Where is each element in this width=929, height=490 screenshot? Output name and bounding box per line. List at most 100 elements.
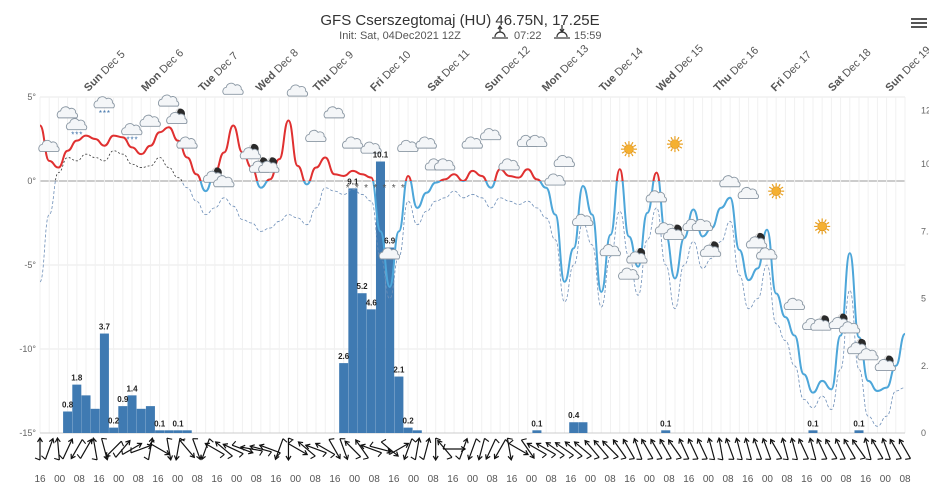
wind-shaft — [508, 442, 529, 456]
cloud-shape — [360, 141, 382, 154]
snow-cloud-icon: * * * — [121, 123, 143, 145]
wind-arrow-icon — [863, 437, 872, 461]
sun-ray — [632, 151, 637, 154]
y-tick-right: 0 — [921, 428, 926, 438]
wind-arrow-icon — [601, 440, 619, 460]
cloud-shape — [342, 136, 364, 149]
snow-mark: * — [392, 183, 396, 194]
wind-shaft — [612, 439, 627, 459]
precipitation-bar — [385, 247, 395, 433]
x-tick-hour: 08 — [781, 474, 793, 485]
wind-arrow-icon — [179, 438, 196, 459]
wind-barb — [282, 438, 288, 443]
wind-arrow-icon — [780, 437, 789, 461]
precipitation-value-label: 0.2 — [108, 417, 120, 426]
cloud-icon — [553, 155, 575, 168]
sunrise-icon — [492, 24, 508, 39]
x-tick-hour: 16 — [742, 474, 754, 485]
snow-cloud-icon: * * * — [65, 118, 88, 140]
wind-head — [343, 454, 350, 461]
wind-shaft — [688, 438, 699, 460]
cloud-shape — [176, 136, 198, 149]
wind-head — [526, 442, 533, 448]
wind-head — [881, 437, 887, 444]
cloud-shape — [572, 213, 594, 226]
wind-shaft — [355, 439, 369, 459]
wind-head — [734, 437, 741, 444]
day-label: Sun Dec 19 — [883, 44, 929, 94]
sun-disc — [817, 221, 827, 232]
wind-arrow-icon — [314, 442, 336, 459]
wind-shaft — [816, 438, 828, 460]
hamburger-menu-icon[interactable] — [911, 16, 927, 32]
wind-head — [189, 452, 196, 459]
wind-arrow-icon — [204, 442, 225, 459]
snow-mark: * — [383, 183, 387, 194]
cloud-icon — [572, 213, 594, 226]
day-label: Tue Dec 14 — [597, 46, 646, 95]
wind-arrow-icon — [593, 439, 609, 460]
x-tick-hour: 08 — [310, 474, 322, 485]
wind-barb — [765, 458, 771, 460]
x-tick-hour: 16 — [93, 474, 105, 485]
wind-barb — [34, 457, 41, 461]
day-date: Dec 9 — [327, 49, 356, 78]
x-tick-hour: 00 — [644, 474, 656, 485]
wind-head — [554, 442, 561, 448]
sun-ray — [630, 153, 634, 157]
cloud-icon — [599, 244, 621, 257]
wind-head — [716, 437, 723, 443]
wind-head — [214, 441, 221, 447]
y-tick-left: -5° — [24, 260, 36, 270]
wind-barb — [41, 455, 46, 460]
wind-barb — [322, 452, 327, 458]
precipitation-bar — [136, 408, 146, 433]
moon-cloud-icon — [874, 355, 896, 371]
wind-arrow-icon — [355, 439, 369, 460]
day-date: Dec 17 — [781, 49, 814, 82]
wind-barb — [143, 456, 149, 461]
wind-arrow-icon — [871, 438, 884, 460]
precipitation-value-label: 0.1 — [531, 419, 543, 428]
x-tick-hour: 00 — [349, 474, 361, 485]
y-tick-right: 10 — [921, 159, 929, 169]
sun-ray — [780, 193, 784, 196]
wind-barb — [559, 454, 565, 459]
wind-head — [659, 438, 665, 445]
wind-arrow-icon — [380, 438, 399, 457]
wind-head — [523, 450, 530, 456]
wind-head — [87, 438, 93, 445]
day-date: Dec 15 — [673, 43, 706, 76]
wind-arrow-icon — [90, 437, 98, 461]
wind-shaft — [458, 438, 468, 460]
day-date: Dec 13 — [558, 43, 591, 76]
cloud-shape — [139, 114, 161, 127]
wind-head — [304, 443, 311, 450]
wind-barb — [839, 458, 846, 460]
wind-barb — [130, 447, 132, 453]
wind-barb — [446, 456, 453, 460]
wind-barb — [507, 437, 513, 440]
wind-shaft — [344, 440, 362, 458]
moon-cloud-icon — [258, 157, 280, 173]
sun-ray — [624, 153, 627, 157]
cloud-shape — [461, 136, 483, 149]
cloud-shape — [544, 173, 566, 186]
snowflake: * — [75, 131, 78, 140]
wind-shaft — [520, 439, 535, 459]
wind-shaft — [339, 438, 348, 460]
wind-arrow-icon — [121, 442, 143, 456]
wind-head — [612, 439, 619, 445]
x-tick-hour: 16 — [34, 474, 46, 485]
wind-shaft — [205, 442, 225, 456]
y-tick-left: 0° — [27, 176, 36, 186]
wind-barb — [895, 457, 902, 460]
cloud-shape — [157, 94, 180, 107]
sun-ray — [630, 141, 634, 146]
wind-arrow-icon — [485, 438, 500, 460]
snow-mark: * — [373, 183, 377, 194]
wind-head — [852, 439, 858, 445]
wind-barb — [803, 458, 809, 460]
cloud-icon — [737, 186, 759, 199]
wind-head — [761, 437, 768, 444]
